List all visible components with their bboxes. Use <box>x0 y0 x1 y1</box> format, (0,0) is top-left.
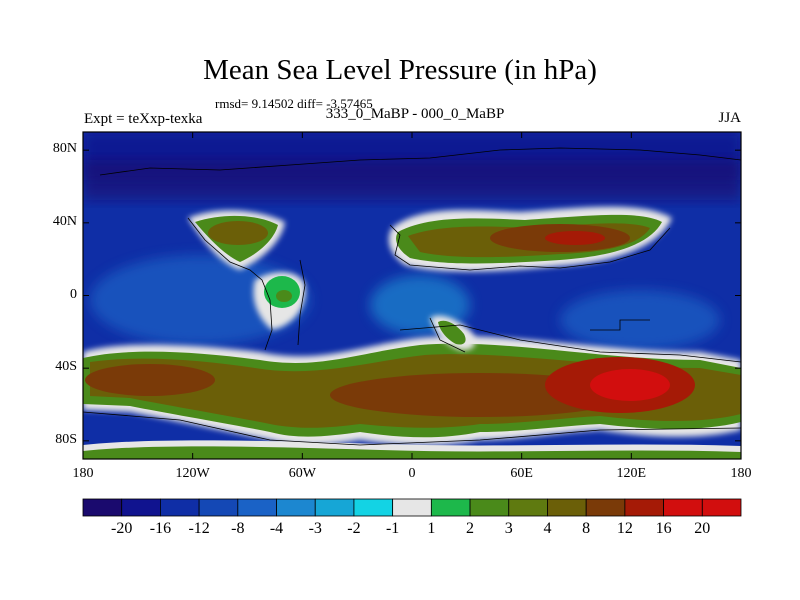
colorbar-box <box>585 498 626 517</box>
colorbar-level-label: 8 <box>582 520 591 537</box>
lon-tick-label: 60E <box>510 466 533 481</box>
colorbar-level-label: -20 <box>111 520 133 537</box>
colorbar-level-label: -4 <box>269 520 284 537</box>
colorbar-box <box>663 498 703 517</box>
experiment-label: Expt = teXxp-texka <box>84 111 203 127</box>
colorbar-box <box>701 498 742 517</box>
southern-high <box>83 336 741 446</box>
lon-tick-label: 120W <box>175 466 210 481</box>
colorbar-box <box>121 498 161 517</box>
colorbar-level-label: -1 <box>385 520 400 537</box>
pacific-pool <box>90 255 310 345</box>
colorbar-level-label: 16 <box>655 520 672 537</box>
colorbar-level-label: 12 <box>616 520 633 537</box>
colorbar-level-label: -3 <box>308 520 322 537</box>
colorbar-box <box>314 498 355 517</box>
colorbar-level-label: -8 <box>231 520 245 537</box>
lat-tick-label: 40S <box>55 359 77 375</box>
colorbar-box <box>430 498 471 517</box>
colorbar-level-label: -16 <box>149 520 172 537</box>
colorbar-box <box>392 498 432 517</box>
season-label: JJA <box>718 110 741 126</box>
rmsd-diff-stats: rmsd= 9.14502 diff= -3.57465 <box>215 96 373 111</box>
colorbar <box>82 498 742 517</box>
lat-tick-label: 80S <box>55 431 77 447</box>
tropical-patch <box>253 272 306 330</box>
colorbar-level-label: -2 <box>347 520 361 537</box>
colorbar-level-label: -12 <box>188 520 210 537</box>
axis-ticks <box>82 132 742 459</box>
colorbar-box <box>198 498 239 517</box>
northern-high <box>188 206 672 272</box>
lon-tick-label: 180 <box>730 466 752 481</box>
colorbar-box <box>508 498 548 517</box>
lon-tick-label: 60W <box>288 466 316 481</box>
lon-tick-label: 180 <box>72 466 94 481</box>
colorbar-level-label: 2 <box>466 520 475 537</box>
colorbar-box <box>82 498 123 517</box>
tropical-tongue-core <box>438 320 466 345</box>
map-title: Mean Sea Level Pressure (in hPa) <box>203 54 597 86</box>
pressure-field <box>83 132 741 459</box>
colorbar-level-label: 3 <box>504 520 513 537</box>
north-low-core <box>83 160 741 200</box>
lat-tick-label: 80N <box>52 141 77 157</box>
lon-tick-label: 120E <box>616 466 647 481</box>
lat-tick-label: 40N <box>52 213 77 229</box>
antarctic-edge <box>83 440 741 452</box>
experiment-comparison-label: 333_0_MaBP - 000_0_MaBP <box>325 106 505 122</box>
antarctic-band <box>83 444 741 459</box>
lat-tick-label: 0 <box>70 286 77 302</box>
colorbar-level-label: 4 <box>543 520 552 537</box>
colorbar-box <box>547 498 587 517</box>
colorbar-level-label: 1 <box>427 520 436 537</box>
colorbar-box <box>353 498 394 517</box>
coastlines <box>83 147 741 446</box>
colorbar-box <box>276 498 316 517</box>
lon-tick-label: 0 <box>408 466 416 481</box>
colorbar-box <box>624 498 664 517</box>
colorbar-box <box>237 498 277 517</box>
colorbar-box <box>469 498 510 517</box>
colorbar-level-label: 20 <box>694 520 711 537</box>
colorbar-box <box>160 498 200 517</box>
